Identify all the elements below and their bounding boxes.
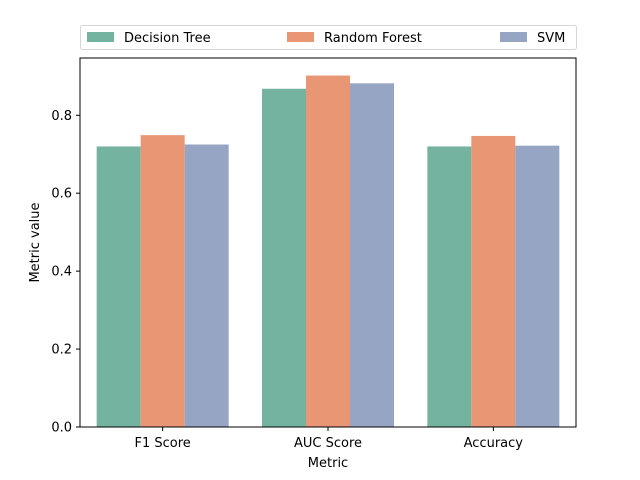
y-tick-label: 0.0 [51, 421, 72, 436]
legend-frame [80, 25, 577, 50]
bar-decision-tree-auc-score [262, 88, 306, 427]
legend: Decision Tree Random Forest SVM [80, 25, 577, 50]
bar-svm-auc-score [350, 83, 394, 428]
bar-random-forest-f1-score [140, 135, 185, 427]
x-tick-label: AUC Score [294, 436, 362, 451]
bar-random-forest-accuracy [471, 135, 516, 428]
plot-area [96, 75, 560, 428]
y-axis-label: Metric value [28, 202, 43, 282]
legend-label: SVM [537, 31, 565, 46]
y-axis: 0.0 0.2 0.4 0.6 0.8 [51, 109, 80, 436]
y-tick-label: 0.2 [51, 343, 72, 358]
x-tick-label: F1 Score [135, 436, 191, 451]
bar-svm-accuracy [515, 145, 560, 427]
bar-svm-f1-score [184, 144, 229, 428]
bar-random-forest-auc-score [306, 75, 350, 428]
bar-decision-tree-accuracy [427, 146, 472, 427]
y-tick-label: 0.6 [51, 187, 72, 202]
x-axis: F1 Score AUC Score Accuracy [135, 427, 524, 451]
legend-label: Decision Tree [124, 31, 211, 46]
x-tick-label: Accuracy [464, 436, 524, 451]
y-tick-label: 0.8 [51, 109, 72, 124]
legend-swatch-svm [500, 32, 527, 42]
legend-label: Random Forest [324, 31, 422, 46]
bar-decision-tree-f1-score [96, 146, 141, 427]
axes-frame [79, 57, 577, 428]
legend-swatch-decision-tree [87, 32, 114, 42]
legend-swatch-random-forest [287, 32, 314, 42]
y-tick-label: 0.4 [51, 265, 72, 280]
x-axis-label: Metric [308, 456, 348, 471]
